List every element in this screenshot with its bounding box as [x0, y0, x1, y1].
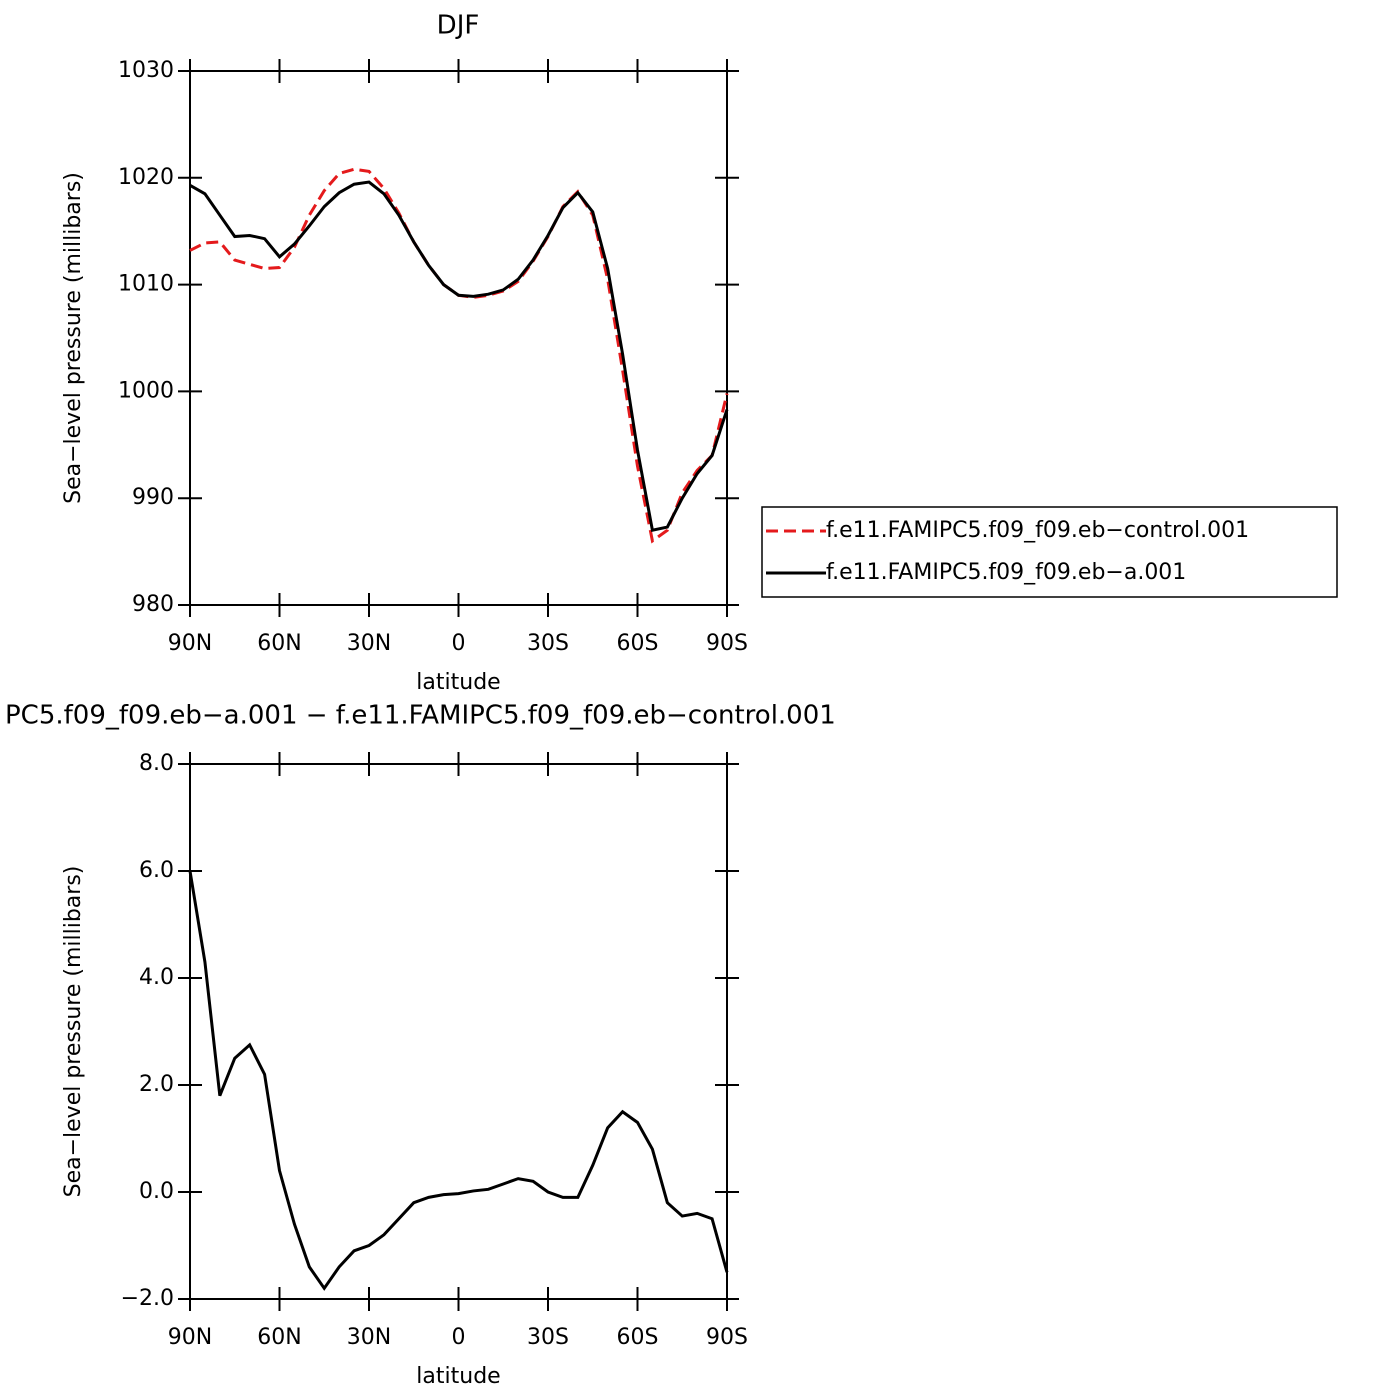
chart-title: PC5.f09_f09.eb−a.001 − f.e11.FAMIPC5.f09… — [5, 701, 836, 731]
x-tick-label: 90S — [706, 1325, 748, 1350]
series-line — [189, 180, 729, 533]
legend-label: f.e11.FAMIPC5.f09_f09.eb−control.001 — [826, 518, 1249, 543]
x-tick-label: 0 — [452, 631, 466, 656]
x-tick-label: 60N — [257, 631, 301, 656]
y-tick-label: 8.0 — [139, 751, 174, 776]
y-tick-label: 1010 — [118, 272, 174, 297]
y-tick-label: 4.0 — [139, 965, 174, 990]
y-tick-label: 1000 — [118, 378, 174, 403]
x-tick-label: 90S — [706, 631, 748, 656]
chart-title: DJF — [437, 11, 480, 41]
y-axis-label: Sea−level pressure (millibars) — [61, 866, 86, 1198]
x-tick-label: 60S — [617, 631, 659, 656]
x-tick-label: 90N — [168, 1325, 212, 1350]
legend-box — [761, 506, 1338, 598]
y-tick-label: 1030 — [118, 58, 174, 83]
y-tick-label: −2.0 — [121, 1286, 174, 1311]
y-tick-label: 6.0 — [139, 858, 174, 883]
x-tick-label: 30S — [527, 1325, 569, 1350]
series-line — [189, 167, 729, 544]
y-tick-label: 2.0 — [139, 1072, 174, 1097]
x-tick-label: 30S — [527, 631, 569, 656]
plot-frame — [189, 70, 728, 606]
plot-frame — [189, 763, 728, 1300]
x-axis-label: latitude — [416, 1364, 500, 1389]
y-tick-label: 0.0 — [139, 1179, 174, 1204]
x-tick-label: 30N — [347, 631, 391, 656]
legend-label: f.e11.FAMIPC5.f09_f09.eb−a.001 — [826, 560, 1186, 585]
y-tick-label: 980 — [132, 592, 174, 617]
x-tick-label: 0 — [452, 1325, 466, 1350]
series-line — [188, 870, 729, 1291]
x-axis-label: latitude — [416, 670, 500, 695]
x-tick-label: 60S — [617, 1325, 659, 1350]
y-tick-label: 990 — [132, 485, 174, 510]
y-tick-label: 1020 — [118, 165, 174, 190]
x-tick-label: 60N — [257, 1325, 301, 1350]
y-axis-label: Sea−level pressure (millibars) — [61, 172, 86, 504]
x-tick-label: 90N — [168, 631, 212, 656]
x-tick-label: 30N — [347, 1325, 391, 1350]
